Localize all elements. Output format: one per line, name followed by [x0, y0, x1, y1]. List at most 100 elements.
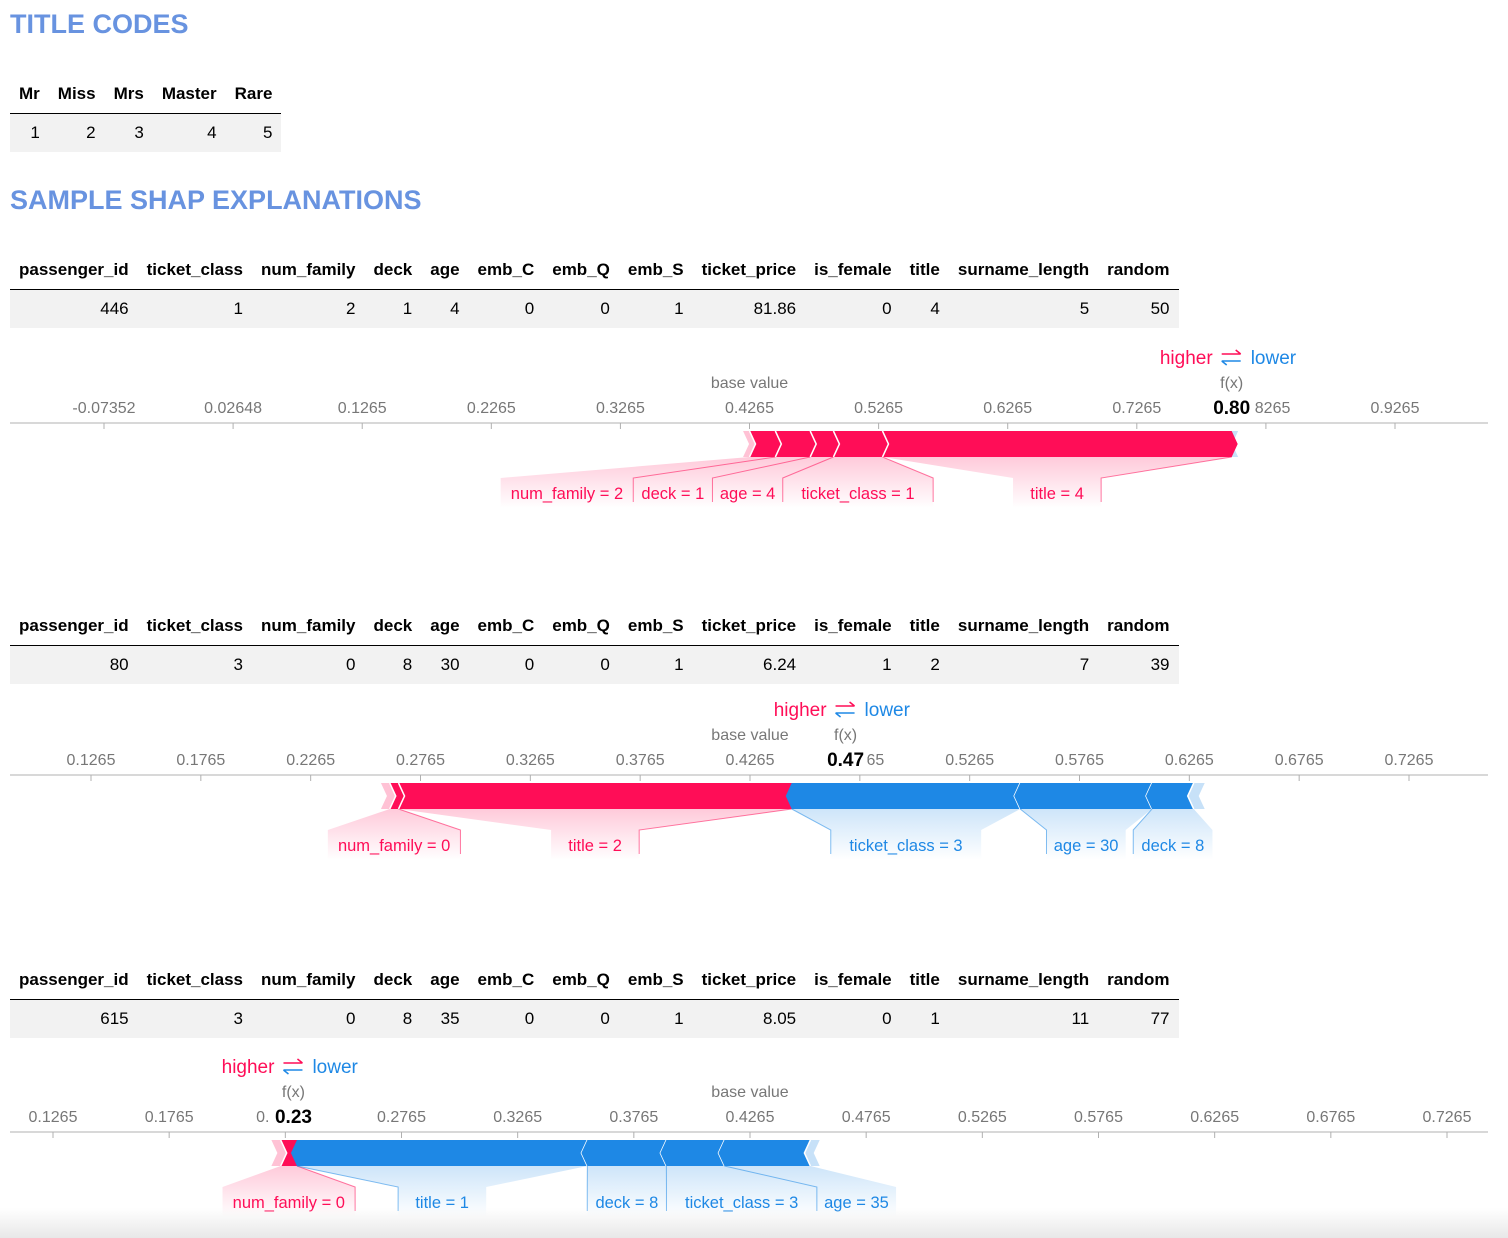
label-connector-fade	[791, 809, 1021, 860]
fx-value: 0.23	[275, 1107, 312, 1128]
feature-cell: 1	[805, 645, 901, 684]
feature-col-header: age	[421, 961, 469, 1000]
feature-label: title = 2	[568, 837, 622, 855]
feature-col-header: title	[900, 961, 949, 1000]
feature-cell: 446	[10, 289, 138, 328]
sample-shap-heading: SAMPLE SHAP EXPLANATIONS	[10, 185, 422, 215]
title-codes-header-row: Mr Miss Mrs Master Rare	[10, 75, 282, 114]
label-connector	[638, 808, 792, 854]
feature-cell: 35	[421, 999, 469, 1038]
force-segment-divider	[774, 430, 783, 458]
axis-tick-label: 0.3265	[506, 752, 555, 769]
axis-tick-label: 0.1265	[67, 752, 116, 769]
feature-label: num_family = 2	[511, 485, 623, 503]
feature-col-header: surname_length	[948, 607, 1099, 646]
label-connector-fade	[724, 1166, 897, 1217]
feature-col-header: emb_C	[468, 607, 544, 646]
axis-tick-label: 0.7265	[1112, 400, 1161, 417]
axis-tick-label: 0.2765	[377, 1109, 426, 1126]
feature-col-header: passenger_id	[10, 251, 138, 290]
feature-cell: 30	[421, 645, 469, 684]
label-connector	[398, 808, 461, 854]
force-tail-negative	[1187, 783, 1205, 809]
feature-cell: 3	[137, 999, 253, 1038]
feature-cell: 615	[10, 999, 138, 1038]
axis-tick-label: 0.3765	[616, 752, 665, 769]
axis-tick-label: 0.3265	[596, 400, 645, 417]
axis-tick-label: 0.6765	[1306, 1109, 1355, 1126]
title-codes-cell: 1	[10, 113, 49, 152]
feature-header-row: passenger_id ticket_class num_family deck ag…	[10, 251, 1179, 290]
axis-tick-label: 0.9265	[1371, 400, 1420, 417]
feature-cell: 2	[252, 289, 365, 328]
title-codes-cell: 2	[48, 113, 105, 152]
sample-feature-table: passenger_id ticket_class num_family deck ag…	[10, 607, 1179, 684]
feature-label: ticket_class = 3	[685, 1194, 798, 1212]
feature-cell: 6.24	[692, 645, 806, 684]
force-segment-divider	[397, 782, 406, 810]
label-connector-fade	[633, 457, 811, 508]
axis-tick-label: 0.4265	[726, 752, 775, 769]
label-connector	[1019, 808, 1047, 854]
feature-col-header: emb_Q	[543, 961, 619, 1000]
force-segment-divider	[803, 1139, 812, 1167]
fx-label: f(x)	[1220, 375, 1243, 392]
feature-label: num_family = 0	[233, 1194, 345, 1212]
feature-value-row: 615 3 0 8 35 0 0 1 8.05 0 1 11 77	[10, 999, 1179, 1038]
feature-col-header: emb_Q	[543, 607, 619, 646]
feature-col-header: ticket_class	[137, 961, 253, 1000]
feature-col-header: ticket_class	[137, 251, 253, 290]
sample-feature-table: passenger_id ticket_class num_family deck ag…	[10, 251, 1179, 328]
feature-col-header: ticket_price	[692, 961, 806, 1000]
axis-tick-label: 0.3265	[493, 1109, 542, 1126]
axis-tick-label: 0.4765	[842, 1109, 891, 1126]
feature-col-header: surname_length	[948, 251, 1099, 290]
feature-cell: 0	[543, 645, 619, 684]
axis-tick-label: 0.7265	[1385, 752, 1434, 769]
feature-cell: 1	[364, 289, 422, 328]
label-connector	[1100, 456, 1232, 502]
label-connector	[724, 1165, 818, 1211]
force-segment	[833, 431, 889, 457]
feature-cell: 0	[468, 289, 544, 328]
feature-value-row: 80 3 0 8 30 0 0 1 6.24 1 2 7 39	[10, 645, 1179, 684]
force-segment	[775, 431, 817, 457]
feature-col-header: passenger_id	[10, 607, 138, 646]
shap-force-plot: -0.07352 0.02648 0.1265 0.2265 0.3265 0.4265 0…	[10, 348, 1488, 508]
fx-value: 0.47	[827, 750, 864, 771]
label-connector-fade	[222, 1166, 356, 1217]
feature-cell: 8.05	[692, 999, 806, 1038]
label-connector	[791, 808, 832, 854]
feature-label: ticket_class = 1	[801, 485, 914, 503]
higher-label: higher	[774, 700, 827, 721]
axis-tick-label: 0.2265	[467, 400, 516, 417]
axis-tick-label: 0.5265	[945, 752, 994, 769]
force-segment	[1014, 783, 1152, 809]
swap-arrows-icon	[282, 1058, 303, 1075]
base-value-label: base value	[711, 727, 788, 744]
feature-col-header: random	[1098, 961, 1179, 1000]
feature-cell: 11	[948, 999, 1099, 1038]
label-connector-fade	[296, 1166, 588, 1217]
feature-label: ticket_class = 3	[849, 837, 962, 855]
feature-cell: 0	[805, 289, 901, 328]
axis-tick-label: 0.1765	[145, 1109, 194, 1126]
axis-tick-label: 0.7265	[1423, 1109, 1472, 1126]
higher-label: higher	[222, 1057, 275, 1078]
axis-tick-label: 0.4265	[726, 1109, 775, 1126]
feature-cell: 80	[10, 645, 138, 684]
axis-tick-label: 0.6265	[983, 400, 1032, 417]
feature-label: deck = 8	[1141, 837, 1204, 855]
axis-tick-label: 0.2765	[396, 752, 445, 769]
swap-arrows-icon	[1221, 349, 1242, 366]
axis-tick-label: 0.1265	[338, 400, 387, 417]
force-segment	[660, 1140, 725, 1166]
axis-tick-label: 0.6765	[1275, 752, 1324, 769]
feature-cell: 77	[1098, 999, 1179, 1038]
feature-cell: 5	[948, 289, 1099, 328]
axis-tick-label: 0.5765	[1074, 1109, 1123, 1126]
force-segment	[785, 783, 1021, 809]
feature-label: title = 1	[415, 1194, 469, 1212]
title-codes-col-header: Master	[152, 75, 226, 114]
title-codes-col-header: Rare	[225, 75, 282, 114]
